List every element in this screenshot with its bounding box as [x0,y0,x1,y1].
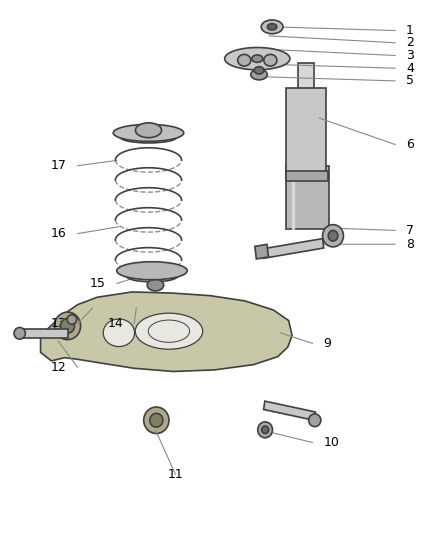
Text: 15: 15 [90,277,106,290]
Ellipse shape [261,20,283,34]
Ellipse shape [264,54,277,66]
Ellipse shape [14,327,25,339]
Ellipse shape [117,262,187,280]
Polygon shape [20,328,68,338]
Text: 8: 8 [406,238,414,251]
Ellipse shape [328,230,338,241]
Ellipse shape [322,224,343,247]
Ellipse shape [60,318,74,333]
Ellipse shape [252,55,263,62]
Text: 4: 4 [406,62,414,75]
Ellipse shape [150,414,163,427]
Text: 13: 13 [51,317,67,330]
Polygon shape [41,292,292,372]
Polygon shape [286,171,328,181]
Ellipse shape [251,69,267,80]
Polygon shape [286,87,325,175]
Ellipse shape [113,124,184,141]
Text: 6: 6 [406,138,414,151]
Text: 5: 5 [406,75,414,87]
Ellipse shape [147,279,164,291]
Text: 3: 3 [406,49,414,62]
Polygon shape [262,239,324,259]
Ellipse shape [135,123,162,138]
Ellipse shape [238,54,251,66]
Text: 2: 2 [406,36,414,49]
Ellipse shape [225,47,290,70]
Polygon shape [255,244,268,259]
Ellipse shape [126,270,178,282]
Ellipse shape [254,67,264,74]
Ellipse shape [261,426,268,433]
Ellipse shape [135,313,203,349]
Ellipse shape [309,414,321,426]
Text: 7: 7 [406,224,414,237]
Polygon shape [286,166,328,229]
Polygon shape [298,63,314,94]
Text: 10: 10 [323,436,339,449]
Ellipse shape [120,131,177,143]
Text: 12: 12 [51,361,67,374]
Ellipse shape [103,319,134,346]
Ellipse shape [54,312,81,340]
Text: 9: 9 [323,337,331,350]
Text: 17: 17 [51,159,67,172]
Text: 1: 1 [406,24,414,37]
Text: 14: 14 [107,317,123,330]
Text: 16: 16 [51,227,67,240]
Polygon shape [264,401,315,421]
Ellipse shape [267,23,277,30]
Ellipse shape [67,315,77,324]
Text: 11: 11 [168,468,184,481]
Ellipse shape [144,407,169,433]
Ellipse shape [258,422,272,438]
